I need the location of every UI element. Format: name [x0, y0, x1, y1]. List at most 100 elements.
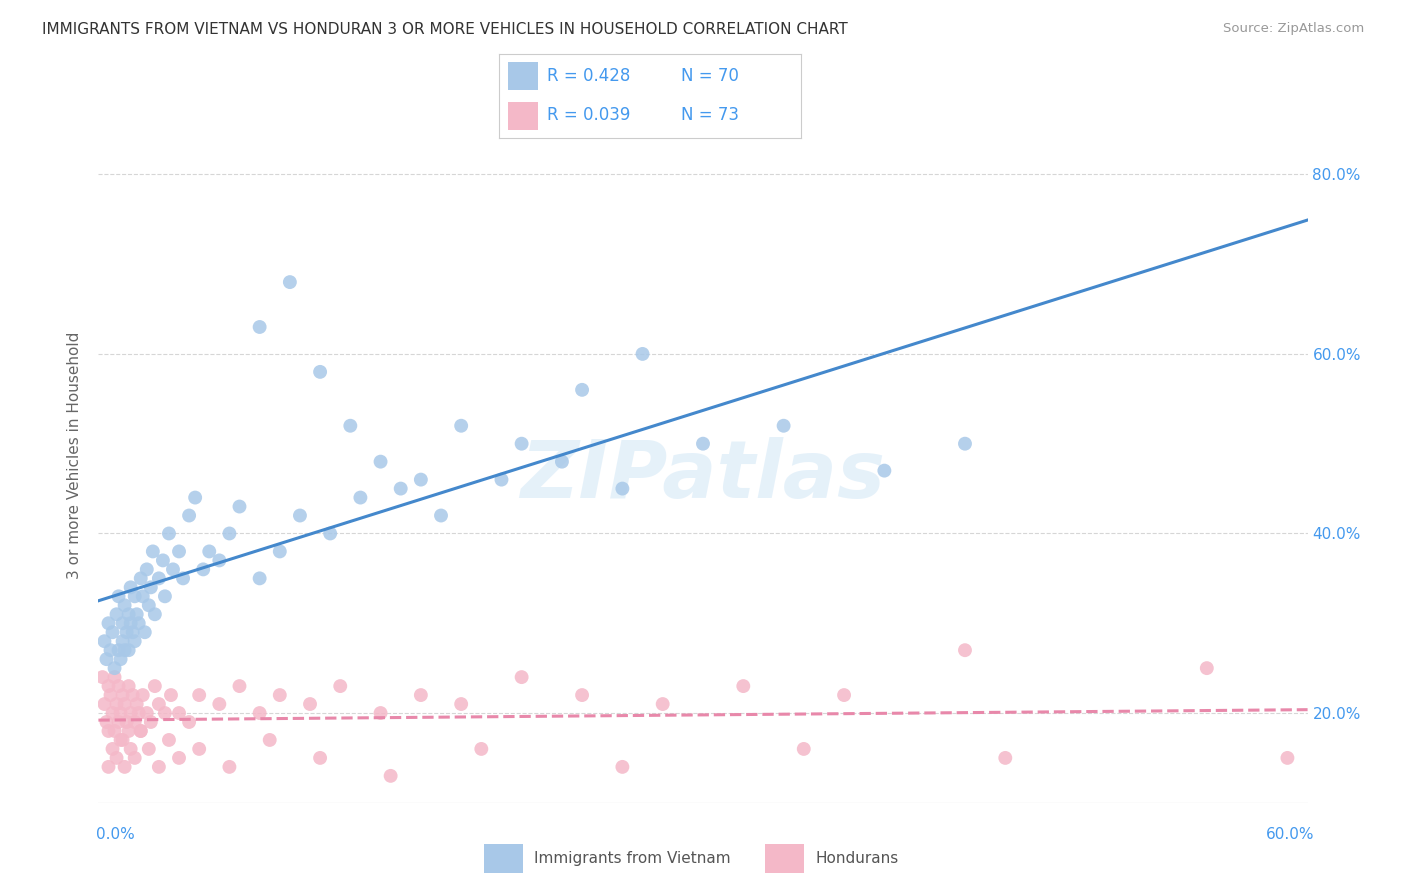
Point	[249, 320, 271, 334]
Text: 0.0%: 0.0%	[96, 827, 135, 841]
Point	[120, 742, 142, 756]
Point	[114, 697, 136, 711]
Point	[832, 688, 855, 702]
Point	[510, 670, 533, 684]
Point	[193, 562, 215, 576]
Point	[409, 473, 432, 487]
Text: N = 73: N = 73	[681, 106, 738, 124]
Point	[612, 760, 634, 774]
Point	[124, 751, 146, 765]
Point	[110, 706, 132, 720]
Point	[121, 625, 143, 640]
Point	[380, 769, 402, 783]
Point	[111, 688, 134, 702]
Point	[121, 688, 143, 702]
Point	[651, 697, 673, 711]
Point	[953, 643, 976, 657]
Point	[430, 508, 453, 523]
Point	[148, 571, 170, 585]
FancyBboxPatch shape	[508, 62, 538, 90]
Point	[450, 418, 472, 433]
Point	[167, 706, 190, 720]
Point	[571, 383, 593, 397]
Point	[103, 661, 125, 675]
Point	[118, 607, 141, 622]
Point	[107, 643, 129, 657]
Point	[172, 571, 194, 585]
Text: R = 0.039: R = 0.039	[547, 106, 631, 124]
Point	[105, 751, 128, 765]
Point	[1195, 661, 1218, 675]
Point	[96, 652, 118, 666]
Point	[153, 706, 176, 720]
Point	[793, 742, 815, 756]
Point	[278, 275, 301, 289]
Point	[125, 607, 148, 622]
Point	[128, 616, 150, 631]
Point	[114, 643, 136, 657]
Point	[269, 544, 291, 558]
Point	[153, 590, 176, 604]
Point	[107, 590, 129, 604]
Point	[118, 723, 141, 738]
Point	[491, 473, 513, 487]
Point	[299, 697, 322, 711]
Point	[179, 508, 201, 523]
Point	[184, 491, 207, 505]
Point	[228, 500, 250, 514]
Point	[120, 616, 142, 631]
Point	[111, 616, 134, 631]
Point	[160, 688, 183, 702]
Point	[329, 679, 352, 693]
Point	[409, 688, 432, 702]
Point	[249, 706, 271, 720]
Point	[139, 580, 162, 594]
Point	[152, 553, 174, 567]
Point	[101, 706, 124, 720]
Point	[115, 714, 138, 729]
Point	[218, 526, 240, 541]
Point	[129, 723, 152, 738]
Point	[124, 634, 146, 648]
Point	[100, 643, 122, 657]
Point	[134, 625, 156, 640]
Point	[114, 599, 136, 613]
Point	[389, 482, 412, 496]
Text: IMMIGRANTS FROM VIETNAM VS HONDURAN 3 OR MORE VEHICLES IN HOUSEHOLD CORRELATION : IMMIGRANTS FROM VIETNAM VS HONDURAN 3 OR…	[42, 22, 848, 37]
Text: R = 0.428: R = 0.428	[547, 67, 631, 85]
Point	[97, 616, 120, 631]
Point	[138, 742, 160, 756]
Point	[135, 562, 157, 576]
Point	[111, 733, 134, 747]
Point	[101, 742, 124, 756]
Point	[97, 679, 120, 693]
Point	[132, 688, 155, 702]
Point	[510, 436, 533, 450]
Point	[138, 599, 160, 613]
Point	[143, 607, 166, 622]
Point	[120, 580, 142, 594]
Point	[97, 760, 120, 774]
Point	[93, 697, 115, 711]
Point	[142, 544, 165, 558]
Point	[120, 706, 142, 720]
Point	[259, 733, 281, 747]
Text: Immigrants from Vietnam: Immigrants from Vietnam	[534, 851, 731, 866]
Point	[118, 643, 141, 657]
Text: 60.0%: 60.0%	[1267, 827, 1315, 841]
Point	[370, 706, 392, 720]
Point	[100, 688, 122, 702]
Point	[179, 714, 201, 729]
Point	[228, 679, 250, 693]
Point	[470, 742, 492, 756]
Point	[148, 760, 170, 774]
Point	[692, 436, 714, 450]
Point	[339, 418, 361, 433]
Point	[101, 625, 124, 640]
Point	[1277, 751, 1299, 765]
Point	[309, 751, 332, 765]
Point	[269, 688, 291, 702]
Point	[93, 634, 115, 648]
Point	[103, 670, 125, 684]
Point	[571, 688, 593, 702]
